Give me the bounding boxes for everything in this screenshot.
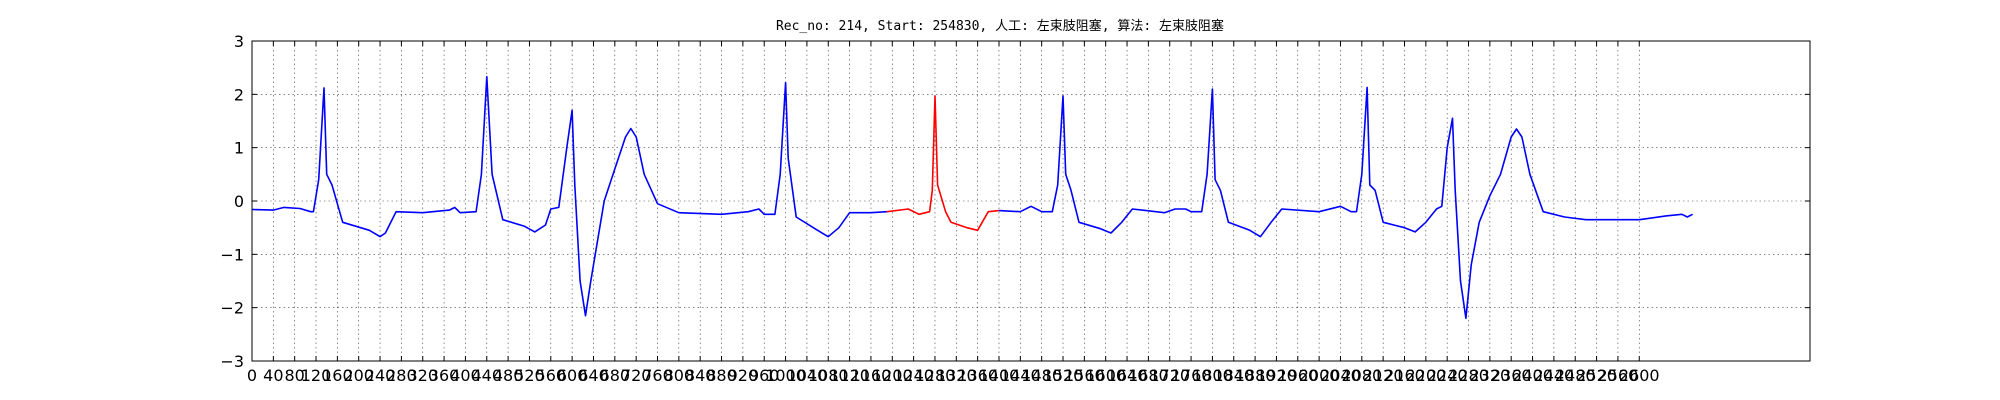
grid bbox=[252, 41, 1810, 361]
x-tick-label: 280 bbox=[386, 366, 417, 385]
y-tick-label: −3 bbox=[220, 352, 244, 371]
x-tick-label: 640 bbox=[578, 366, 609, 385]
x-tick-label: 1440 bbox=[1000, 366, 1041, 385]
x-tick-label: 1400 bbox=[979, 366, 1020, 385]
x-tick-label: 1280 bbox=[915, 366, 956, 385]
y-tick-label: 3 bbox=[234, 32, 244, 51]
x-tick-label: 760 bbox=[642, 366, 673, 385]
x-tick-label: 2440 bbox=[1534, 366, 1575, 385]
x-tick-label: 2240 bbox=[1427, 366, 1468, 385]
x-tick-label: 560 bbox=[536, 366, 567, 385]
x-tick-label: 240 bbox=[365, 366, 396, 385]
x-tick-label: 2200 bbox=[1405, 366, 1446, 385]
x-tick-label: 1840 bbox=[1213, 366, 1254, 385]
x-tick-label: 2000 bbox=[1299, 366, 1340, 385]
x-tick-label: 1640 bbox=[1107, 366, 1148, 385]
y-tick-label: −2 bbox=[220, 299, 244, 318]
x-tick-label: 1520 bbox=[1043, 366, 1084, 385]
x-tick-label: 2400 bbox=[1512, 366, 1553, 385]
x-tick-label: 840 bbox=[685, 366, 716, 385]
x-tick-label: 1360 bbox=[957, 366, 998, 385]
x-tick-label: 920 bbox=[728, 366, 759, 385]
x-tick-label: 1600 bbox=[1085, 366, 1126, 385]
ecg-series-line-1 bbox=[886, 95, 1000, 232]
x-tick-label: 1720 bbox=[1149, 366, 1190, 385]
series-layer bbox=[251, 75, 1693, 320]
x-tick-label: 1320 bbox=[936, 366, 977, 385]
x-tick-label: 2480 bbox=[1555, 366, 1596, 385]
x-tick-label: 600 bbox=[557, 366, 588, 385]
x-tick-label: 360 bbox=[429, 366, 460, 385]
x-tick-label: 1080 bbox=[808, 366, 849, 385]
x-tick-label: 200 bbox=[343, 366, 374, 385]
x-tick-label: 880 bbox=[706, 366, 737, 385]
y-tick-label: 2 bbox=[234, 85, 244, 104]
y-tick-label: 1 bbox=[234, 139, 244, 158]
x-tick-label: 800 bbox=[664, 366, 695, 385]
x-tick-label: 40 bbox=[263, 366, 283, 385]
x-tick-label: 2520 bbox=[1576, 366, 1617, 385]
chart-title: Rec_no: 214, Start: 254830, 人工: 左束肢阻塞, 算… bbox=[776, 18, 1224, 34]
x-tick-label: 2320 bbox=[1470, 366, 1511, 385]
x-tick-label: 1960 bbox=[1277, 366, 1318, 385]
x-tick-label: 400 bbox=[450, 366, 481, 385]
x-tick-label: 1040 bbox=[787, 366, 828, 385]
x-tick-label: 80 bbox=[285, 366, 305, 385]
x-tick-label: 1560 bbox=[1064, 366, 1105, 385]
x-tick-label: 2560 bbox=[1598, 366, 1639, 385]
ecg-series-line-0 bbox=[251, 75, 887, 317]
x-tick-label: 1480 bbox=[1021, 366, 1062, 385]
x-tick-label: 1680 bbox=[1128, 366, 1169, 385]
y-tick-label: 0 bbox=[234, 192, 244, 211]
x-tick-label: 2080 bbox=[1341, 366, 1382, 385]
plot-frame bbox=[251, 40, 1811, 362]
x-tick-label: 1200 bbox=[872, 366, 913, 385]
x-tick-label: 1120 bbox=[829, 366, 870, 385]
x-tick-label: 480 bbox=[493, 366, 524, 385]
ecg-series-line-2 bbox=[998, 86, 1693, 320]
x-tick-label: 2280 bbox=[1448, 366, 1489, 385]
x-tick-label: 2160 bbox=[1384, 366, 1425, 385]
x-tick-label: 1000 bbox=[765, 366, 806, 385]
x-tick-label: 2040 bbox=[1320, 366, 1361, 385]
x-tick-label: 1240 bbox=[893, 366, 934, 385]
x-tick-label: 440 bbox=[471, 366, 502, 385]
x-tick-label: 1160 bbox=[851, 366, 892, 385]
x-tick-label: 2360 bbox=[1491, 366, 1532, 385]
x-tick-label: 1880 bbox=[1235, 366, 1276, 385]
x-tick-label: 2600 bbox=[1619, 366, 1660, 385]
axes: 0 40 8012016020024028032036040044048052056… bbox=[220, 32, 1811, 385]
x-tick-label: 2120 bbox=[1363, 366, 1404, 385]
x-tick-label: 1920 bbox=[1256, 366, 1297, 385]
x-tick-label: 1760 bbox=[1171, 366, 1212, 385]
x-tick-label: 160 bbox=[322, 366, 353, 385]
x-tick-label: 520 bbox=[514, 366, 545, 385]
x-tick-label: 320 bbox=[407, 366, 438, 385]
x-tick-label: 1800 bbox=[1192, 366, 1233, 385]
x-tick-label: 720 bbox=[621, 366, 652, 385]
x-tick-label: 960 bbox=[749, 366, 780, 385]
x-tick-label: 120 bbox=[301, 366, 332, 385]
x-tick-label: 0 bbox=[247, 366, 257, 385]
x-tick-label: 680 bbox=[600, 366, 631, 385]
y-tick-label: −1 bbox=[220, 245, 244, 264]
